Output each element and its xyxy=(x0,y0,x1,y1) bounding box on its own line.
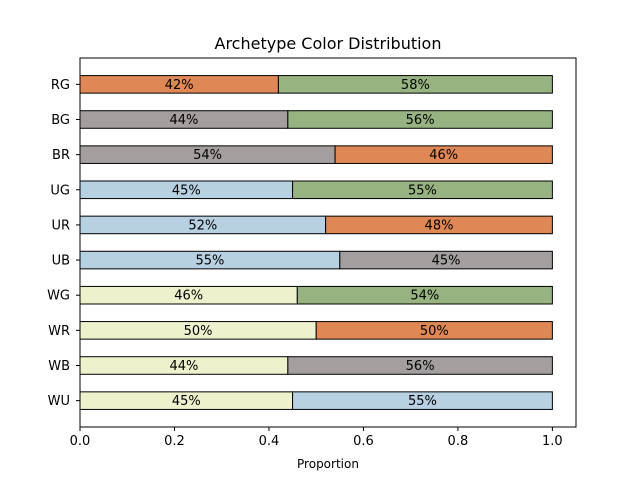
data-label: 45% xyxy=(432,254,461,269)
x-tick-label: 0.4 xyxy=(259,434,280,449)
y-tick-label: RG xyxy=(51,78,70,93)
x-axis-label: Proportion xyxy=(297,457,359,471)
y-tick-label: WR xyxy=(48,324,70,339)
bar-segment xyxy=(292,391,553,410)
y-tick-label: UR xyxy=(51,218,70,233)
bar-wu: 45% 55% xyxy=(79,391,553,410)
bar-wr: 50% 50% xyxy=(79,321,553,340)
x-tick-label: 1.0 xyxy=(542,434,563,449)
data-label: 56% xyxy=(406,359,435,374)
data-label: 54% xyxy=(193,148,222,163)
bar-segment xyxy=(325,215,553,235)
bar-segment xyxy=(287,110,553,129)
data-label: 46% xyxy=(174,289,203,304)
data-label: 55% xyxy=(195,254,224,269)
bar-wb: 44% 56% xyxy=(79,356,553,375)
data-label: 48% xyxy=(425,218,454,233)
plot-frame xyxy=(79,57,577,428)
y-tick-label: WG xyxy=(47,289,70,304)
data-label: 44% xyxy=(169,113,198,128)
bar-segment xyxy=(292,180,553,200)
bars-layer: 45% 55%44% 56%50% 50%46% 54%55% 45%52% 48%45% 5… xyxy=(79,75,553,410)
bar-segment xyxy=(296,285,553,305)
y-tick-label: WB xyxy=(48,359,70,374)
data-label: 50% xyxy=(184,324,213,339)
bar-segment xyxy=(277,75,553,94)
bar-rg: 42% 58% xyxy=(79,75,553,94)
data-label: 45% xyxy=(172,183,201,198)
bar-segment xyxy=(315,321,553,340)
data-label: 55% xyxy=(408,183,437,198)
data-label: 55% xyxy=(408,394,437,409)
bar-br: 54% 46% xyxy=(79,145,553,164)
x-tick-label: 0.2 xyxy=(164,434,185,449)
bar-segment xyxy=(339,250,553,270)
data-label: 42% xyxy=(165,78,194,93)
data-label: 44% xyxy=(169,359,198,374)
y-tick-label: UG xyxy=(50,183,70,198)
data-label: 52% xyxy=(188,218,217,233)
data-label: 50% xyxy=(420,324,449,339)
chart-title: Archetype Color Distribution xyxy=(215,34,442,53)
x-tick-label: 0.6 xyxy=(353,434,374,449)
bar-ug: 45% 55% xyxy=(79,180,553,200)
data-label: 54% xyxy=(410,289,439,304)
bar-segment xyxy=(334,145,553,164)
bar-ub: 55% 45% xyxy=(79,250,553,270)
x-tick-label: 0.8 xyxy=(448,434,469,449)
data-label: 56% xyxy=(406,113,435,128)
bar-wg: 46% 54% xyxy=(79,285,553,305)
bar-ur: 52% 48% xyxy=(79,215,553,235)
bar-segment xyxy=(287,356,553,375)
y-tick-label: BR xyxy=(52,148,70,163)
y-tick-label: WU xyxy=(48,394,70,409)
bar-bg: 44% 56% xyxy=(79,110,553,129)
y-tick-label: BG xyxy=(51,113,70,128)
axes-layer: WU WB WR WG UB UR UG BR BG RG 0.0 0.2 0.4 0.6 0.8 1.0 xyxy=(47,57,577,449)
data-label: 45% xyxy=(172,394,201,409)
x-tick-label: 0.0 xyxy=(70,434,91,449)
data-label: 58% xyxy=(401,78,430,93)
data-label: 46% xyxy=(429,148,458,163)
y-tick-label: UB xyxy=(52,254,70,269)
